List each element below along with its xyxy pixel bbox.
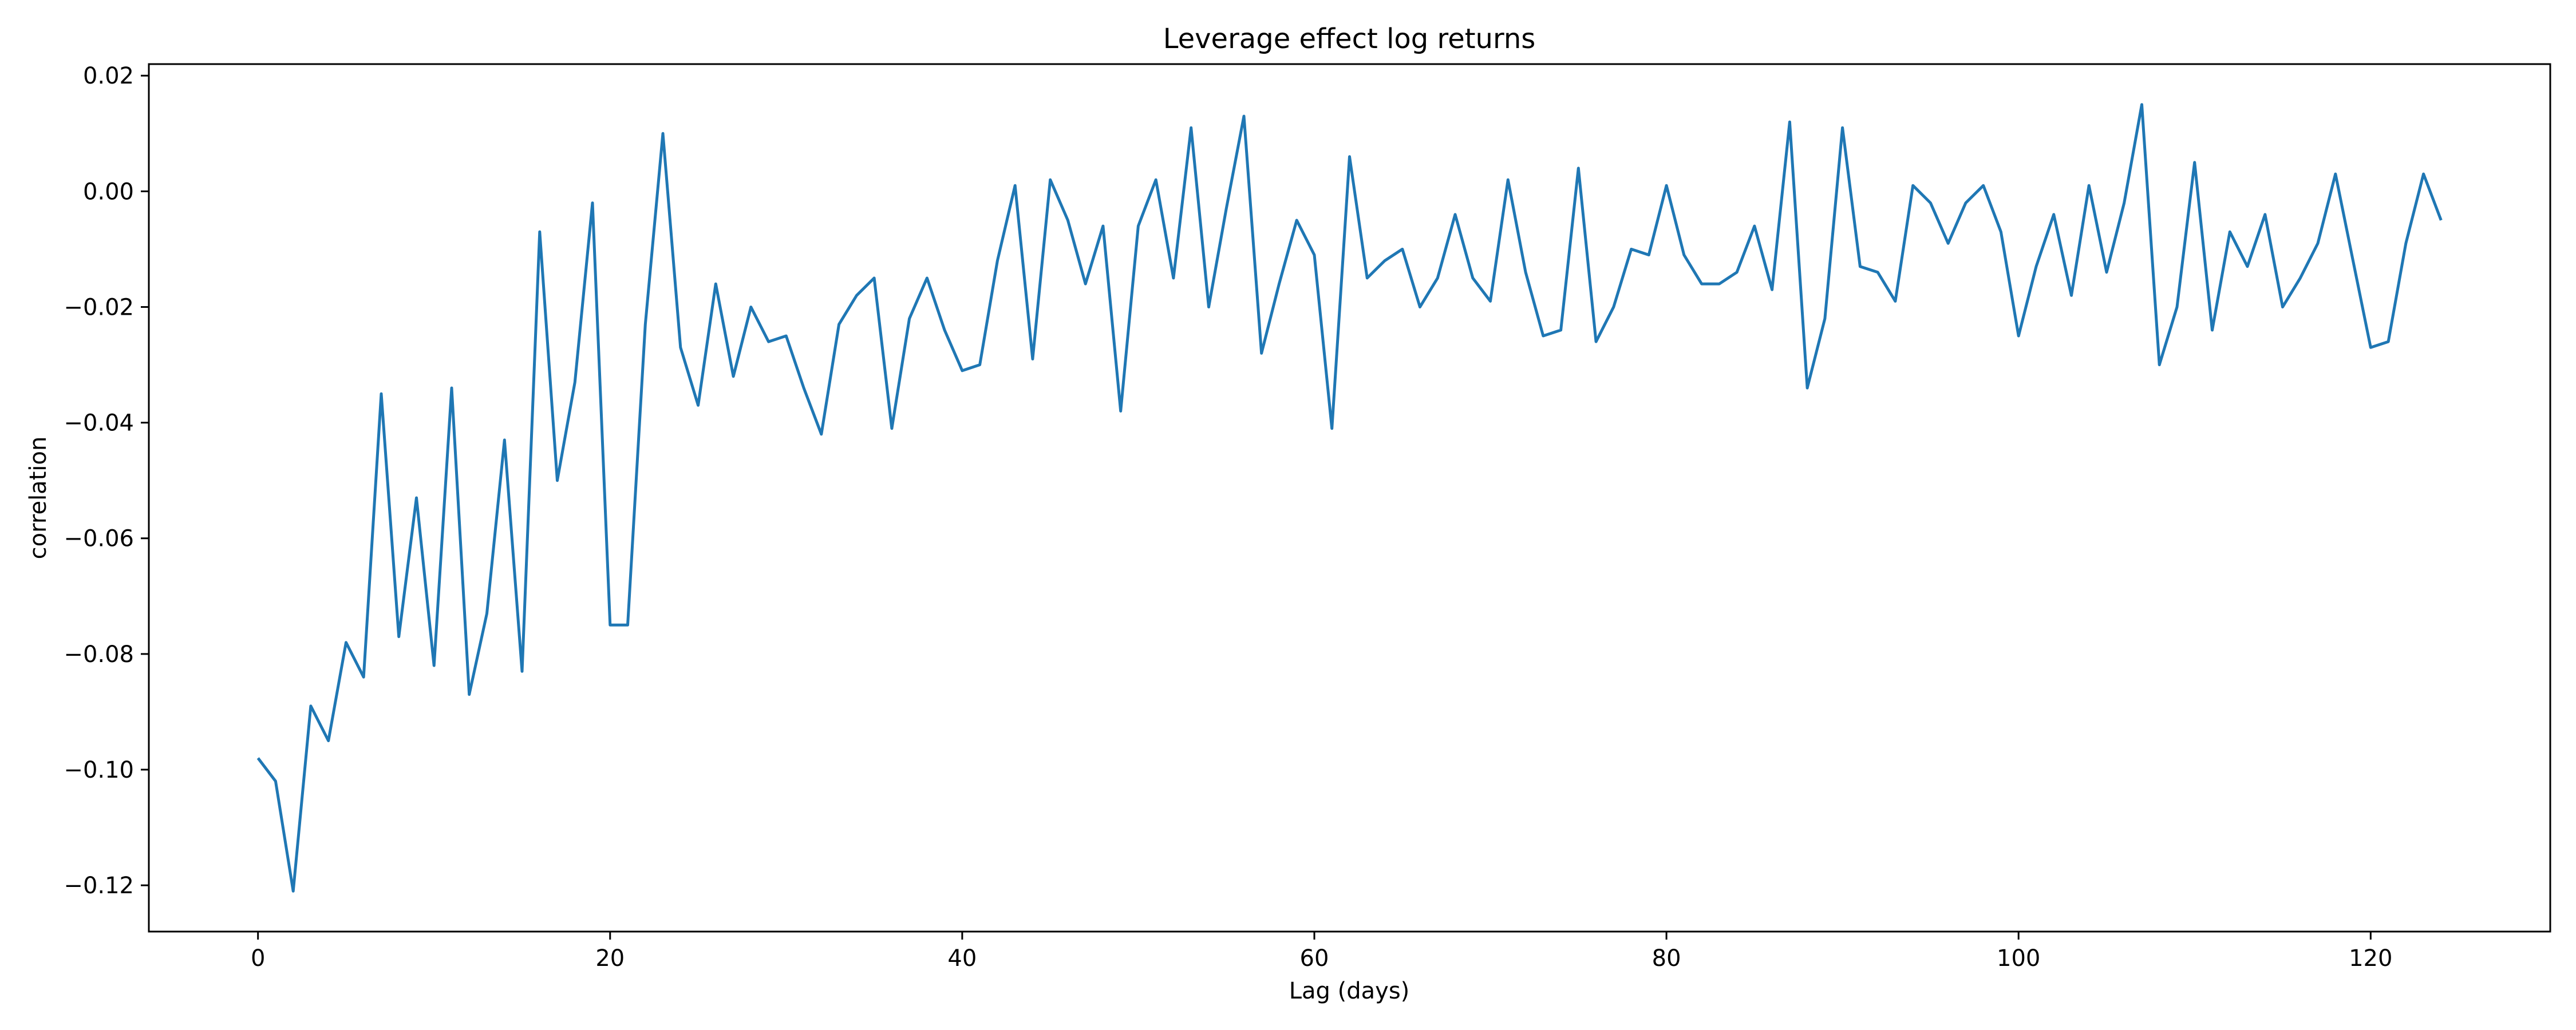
y-tick-label: 0.02 bbox=[83, 63, 134, 89]
x-axis-label: Lag (days) bbox=[1289, 978, 1410, 1004]
y-axis-label: correlation bbox=[25, 437, 52, 560]
y-tick-label: −0.08 bbox=[64, 641, 134, 668]
x-tick-label: 80 bbox=[1652, 945, 1681, 972]
chart-title: Leverage effect log returns bbox=[1163, 23, 1536, 55]
x-tick-label: 120 bbox=[2349, 945, 2392, 972]
x-tick-label: 100 bbox=[1997, 945, 2040, 972]
y-tick-label: −0.12 bbox=[64, 873, 134, 899]
plot-frame bbox=[148, 63, 2551, 933]
x-tick-label: 0 bbox=[251, 945, 265, 972]
y-tick-label: 0.00 bbox=[83, 179, 134, 205]
y-tick-label: −0.04 bbox=[64, 410, 134, 437]
series-line bbox=[256, 103, 2443, 893]
plot-area: 0 20 40 60 80 100 120 −0.12 −0.10 −0.08 −0.06 −0.04… bbox=[64, 63, 2551, 972]
y-tick-label: −0.06 bbox=[64, 526, 134, 552]
x-tick-label: 20 bbox=[595, 945, 625, 972]
y-tick-label: −0.02 bbox=[64, 294, 134, 320]
x-tick-label: 40 bbox=[947, 945, 977, 972]
x-tick-label: 60 bbox=[1300, 945, 1329, 972]
y-tick-label: −0.10 bbox=[64, 757, 134, 783]
